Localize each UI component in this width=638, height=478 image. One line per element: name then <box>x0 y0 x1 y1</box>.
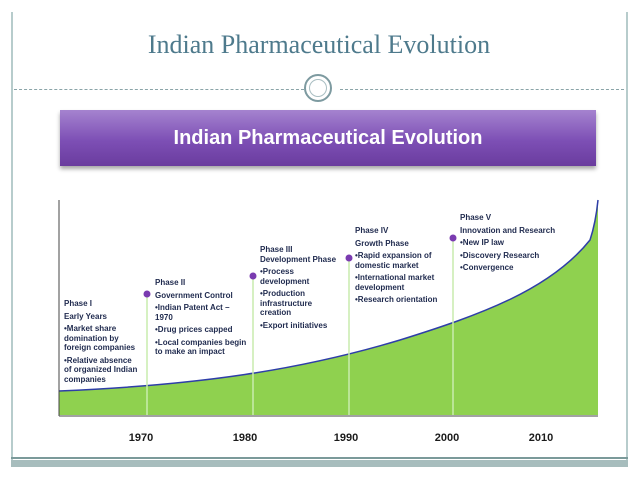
phase-bullet: •Convergence <box>460 263 514 272</box>
phase-marker <box>345 254 353 262</box>
phase-title: Phase II <box>155 278 186 287</box>
phase-bullet: •Discovery Research <box>460 250 540 260</box>
phase-2-block: Phase II Government Control •Indian Pate… <box>155 278 246 360</box>
phase-name: Development Phase <box>260 254 337 264</box>
separator-circle-icon <box>304 74 332 102</box>
slide-title: Indian Pharmaceutical Evolution <box>147 30 491 59</box>
phase-title: Phase V <box>460 213 492 222</box>
phase-bullet: •Relative absence of organized Indian comp… <box>64 355 138 384</box>
growth-area <box>59 200 598 415</box>
phase-marker <box>449 234 457 242</box>
phase-bullet: •Research orientation <box>355 295 438 304</box>
frame-left-border <box>11 12 13 466</box>
year-label: 2010 <box>528 432 554 444</box>
phase-bullet: •Drug prices capped <box>155 325 233 334</box>
phase-bullet: •New IP law <box>460 238 505 247</box>
phase-marker <box>143 290 151 298</box>
title-separator-right <box>340 89 624 90</box>
phase-bullet: •Market share domination by foreign compan… <box>64 324 136 352</box>
year-label: 1970 <box>128 432 154 444</box>
phase-bullet: •Indian Patent Act –1970 <box>155 303 230 322</box>
diagram-banner: Indian Pharmaceutical Evolution <box>60 110 596 166</box>
frame-bottom-line <box>11 457 628 459</box>
phase-bullet: •International market development <box>355 273 435 292</box>
phase-bullet: •Local companies begin to make an impact <box>155 337 247 357</box>
phase-3-block: Phase III Development Phase •Process deve… <box>260 245 336 333</box>
phase-title: Phase IV <box>355 226 389 235</box>
phase-name: Growth Phase <box>355 238 409 248</box>
year-label: 2000 <box>434 432 460 444</box>
growth-curve-line <box>58 199 599 392</box>
phase-bullet: •Process development <box>260 267 310 286</box>
phase-title: Phase III <box>260 245 293 254</box>
phase-name: Innovation and Research <box>460 225 556 235</box>
title-separator-left <box>14 89 304 90</box>
phase-name: Government Control <box>155 290 233 300</box>
phase-bullet: •Rapid expansion of domestic market <box>355 251 432 270</box>
phase-bullet: •Export initiatives <box>260 320 328 330</box>
frame-right-border <box>626 12 628 466</box>
phase-5-block: Phase V Innovation and Research •New IP … <box>460 213 555 276</box>
phase-bullet: •Production infrastructure creation <box>260 289 313 317</box>
year-label: 1980 <box>232 432 258 444</box>
frame-bottom-border <box>11 460 628 467</box>
year-label: 1990 <box>333 432 359 444</box>
phase-4-block: Phase IV Growth Phase •Rapid expansion o… <box>355 226 437 308</box>
phase-title: Phase I <box>64 299 93 308</box>
phase-1-block: Phase I Early Years •Market share dominat… <box>64 299 137 387</box>
phase-marker <box>249 272 257 280</box>
phase-name: Early Years <box>64 311 108 321</box>
